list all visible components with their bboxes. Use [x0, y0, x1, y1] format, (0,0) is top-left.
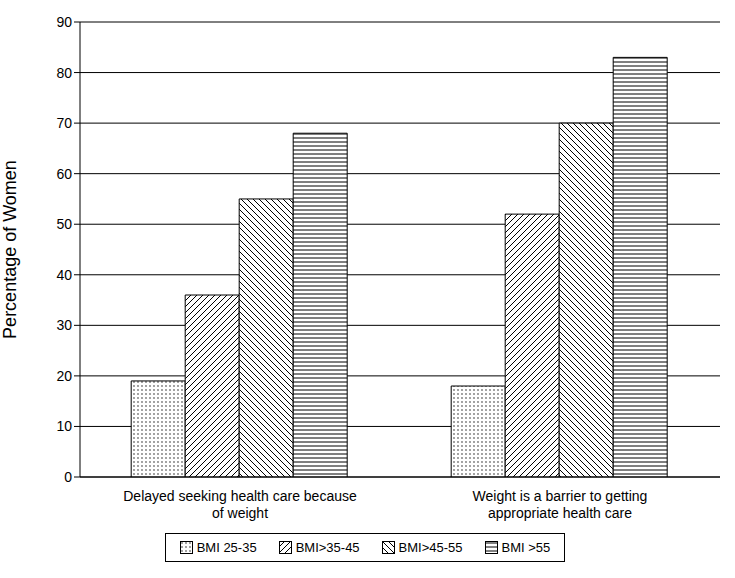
- svg-text:Weight is a barrier to getting: Weight is a barrier to gettingappropriat…: [473, 488, 648, 521]
- html-text:BMI >55: BMI >55: [501, 540, 551, 555]
- svg-text:10: 10: [56, 418, 72, 434]
- svg-text:50: 50: [56, 216, 72, 232]
- svg-text:30: 30: [56, 317, 72, 333]
- svg-text:90: 90: [56, 14, 72, 30]
- svg-text:0: 0: [64, 469, 72, 485]
- html-text:BMI>35-45: BMI>35-45: [295, 540, 360, 555]
- svg-text:40: 40: [56, 267, 72, 283]
- svg-text:20: 20: [56, 368, 72, 384]
- svg-text:80: 80: [56, 65, 72, 81]
- html-text:BMI>45-55: BMI>45-55: [398, 540, 463, 555]
- svg-text:Percentage of Women: Percentage of Women: [0, 160, 20, 339]
- html-text:BMI 25-35: BMI 25-35: [196, 540, 257, 555]
- svg-text:60: 60: [56, 166, 72, 182]
- svg-text:70: 70: [56, 115, 72, 131]
- svg-text:Delayed seeking health care be: Delayed seeking health care becauseof we…: [123, 488, 357, 521]
